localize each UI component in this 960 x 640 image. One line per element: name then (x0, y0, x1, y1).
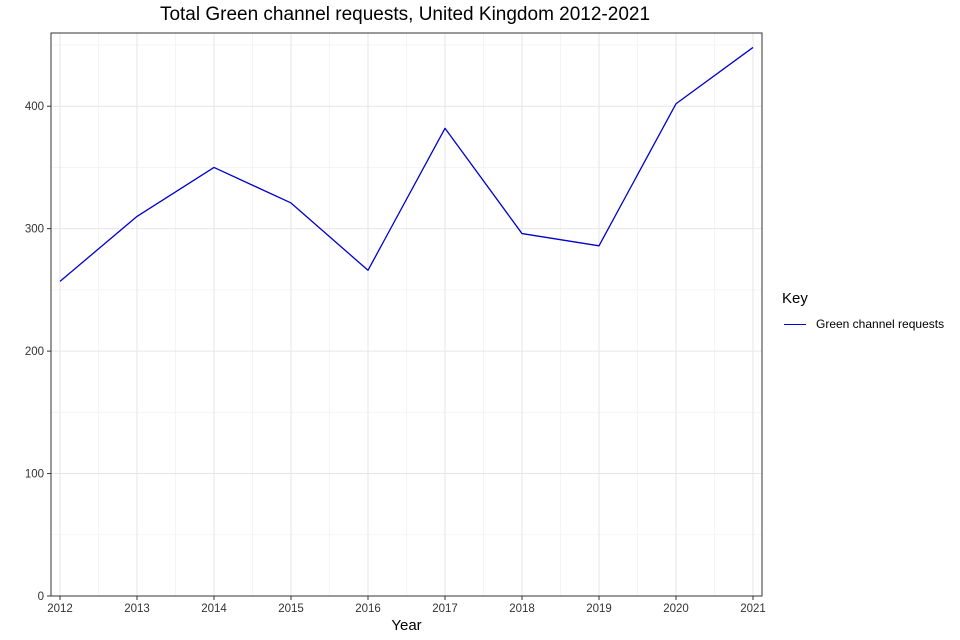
y-tick-label: 300 (25, 224, 44, 236)
x-tick-label: 2015 (278, 603, 304, 615)
x-tick-label: 2021 (740, 603, 766, 615)
x-tick-label: 2019 (586, 603, 612, 615)
legend-line-swatch (784, 323, 806, 325)
x-tick-label: 2017 (432, 603, 458, 615)
plot-panel-border (50, 32, 763, 597)
y-tick-label: 0 (38, 591, 44, 603)
series-line-green-channel-requests (59, 46, 754, 282)
x-axis-title: Year (391, 617, 421, 634)
legend: Key Green channel requests (782, 290, 944, 331)
x-tick-label: 2020 (663, 603, 689, 615)
x-axis: 2012 2013 2014 2015 2016 2017 2018 2019 2020 2021 (47, 596, 766, 615)
minor-gridlines (51, 33, 762, 596)
x-tick-label: 2013 (124, 603, 150, 615)
y-axis: 0 100 200 300 400 (25, 101, 51, 603)
y-tick-label: 100 (25, 469, 44, 481)
x-tick-label: 2014 (201, 603, 227, 615)
y-tick-label: 400 (25, 101, 44, 113)
legend-item-green-channel-requests: Green channel requests (782, 317, 944, 331)
x-tick-label: 2018 (509, 603, 535, 615)
y-tick-label: 200 (25, 346, 44, 358)
series-layer (59, 46, 754, 282)
legend-title: Key (782, 290, 808, 307)
x-tick-label: 2016 (355, 603, 381, 615)
chart-title: Total Green channel requests, United Kin… (159, 4, 651, 25)
legend-label: Green channel requests (816, 317, 945, 331)
x-tick-label: 2012 (47, 603, 73, 615)
